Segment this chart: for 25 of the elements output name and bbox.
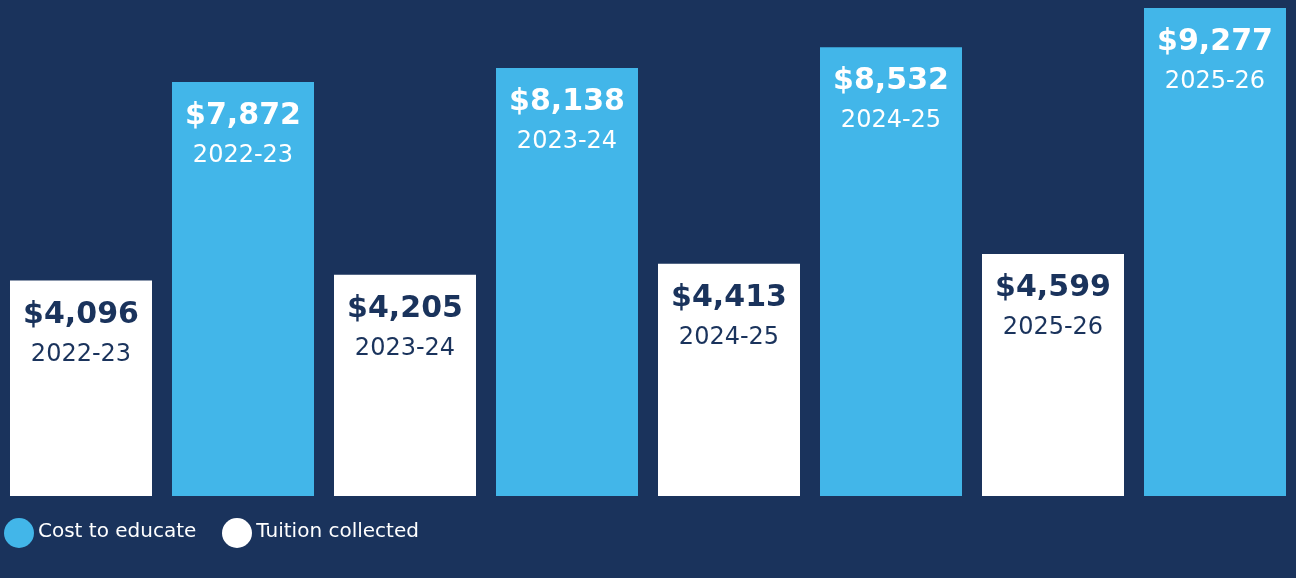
category-label: 2025-26 xyxy=(1164,66,1266,94)
bar xyxy=(334,274,476,496)
bar xyxy=(496,67,638,496)
bar xyxy=(820,47,962,496)
data-label: $4,096 xyxy=(23,294,139,330)
data-label: $4,599 xyxy=(995,268,1111,304)
category-label: 2023-24 xyxy=(516,125,618,154)
legend-label: Cost to educate xyxy=(38,518,197,542)
legend-label: Tuition collected xyxy=(256,518,419,542)
bar xyxy=(1144,8,1286,496)
category-label: 2022-23 xyxy=(192,139,294,168)
data-label: $8,138 xyxy=(509,81,625,117)
x-tick-label: 2022-23 xyxy=(30,338,132,367)
x-tick-label: 2024-25 xyxy=(678,321,780,350)
data-label: $4,413 xyxy=(671,277,787,313)
category-label: 2024-25 xyxy=(840,105,942,134)
data-label: $9,277 xyxy=(1157,22,1273,57)
x-tick-label: 2023-24 xyxy=(354,332,456,361)
data-label: $7,872 xyxy=(185,95,301,131)
bar xyxy=(10,280,152,496)
data-label: $8,532 xyxy=(833,61,949,97)
bar xyxy=(982,254,1124,496)
data-label: $4,205 xyxy=(347,288,463,324)
bar xyxy=(172,81,314,496)
bar xyxy=(658,263,800,496)
